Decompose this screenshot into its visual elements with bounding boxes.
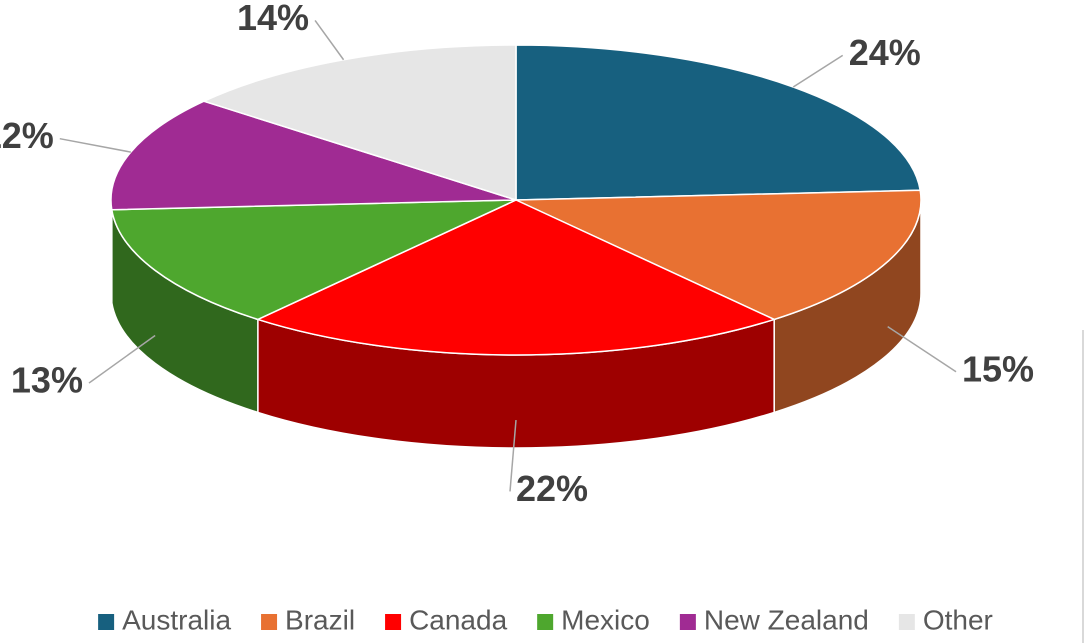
- legend-marker: [98, 614, 115, 630]
- data-label: 13%: [11, 360, 83, 401]
- legend-marker: [261, 614, 278, 630]
- legend-label: New Zealand: [704, 604, 869, 635]
- legend-marker: [537, 614, 554, 630]
- legend-label: Brazil: [285, 604, 355, 635]
- leader-line: [59, 137, 131, 153]
- data-label: 22%: [516, 468, 588, 509]
- legend-marker: [898, 614, 915, 630]
- pie-slice: [110, 100, 517, 211]
- pie-slice: [515, 44, 922, 201]
- legend-label: Mexico: [561, 604, 650, 635]
- leader-line: [314, 20, 345, 61]
- leader-line: [88, 334, 156, 384]
- data-label: 14%: [237, 0, 309, 38]
- legend: Australia Brazil Canada Mexico New Zealand Ot…: [98, 604, 993, 635]
- data-label: 24%: [849, 32, 921, 73]
- data-label: 12%: [0, 115, 54, 156]
- legend-label: Canada: [409, 604, 508, 635]
- pie-side: [110, 199, 113, 303]
- leader-line: [792, 54, 844, 88]
- leader-line: [887, 326, 957, 373]
- legend-label: Australia: [122, 604, 231, 635]
- pie-slice: [110, 199, 517, 321]
- legend-label: Other: [923, 604, 993, 635]
- leader-line: [509, 420, 517, 492]
- legend-marker: [385, 614, 402, 630]
- data-label: 15%: [962, 348, 1034, 389]
- pie-slice: [515, 189, 922, 321]
- pie-slice: [255, 199, 777, 356]
- legend-marker: [679, 614, 696, 630]
